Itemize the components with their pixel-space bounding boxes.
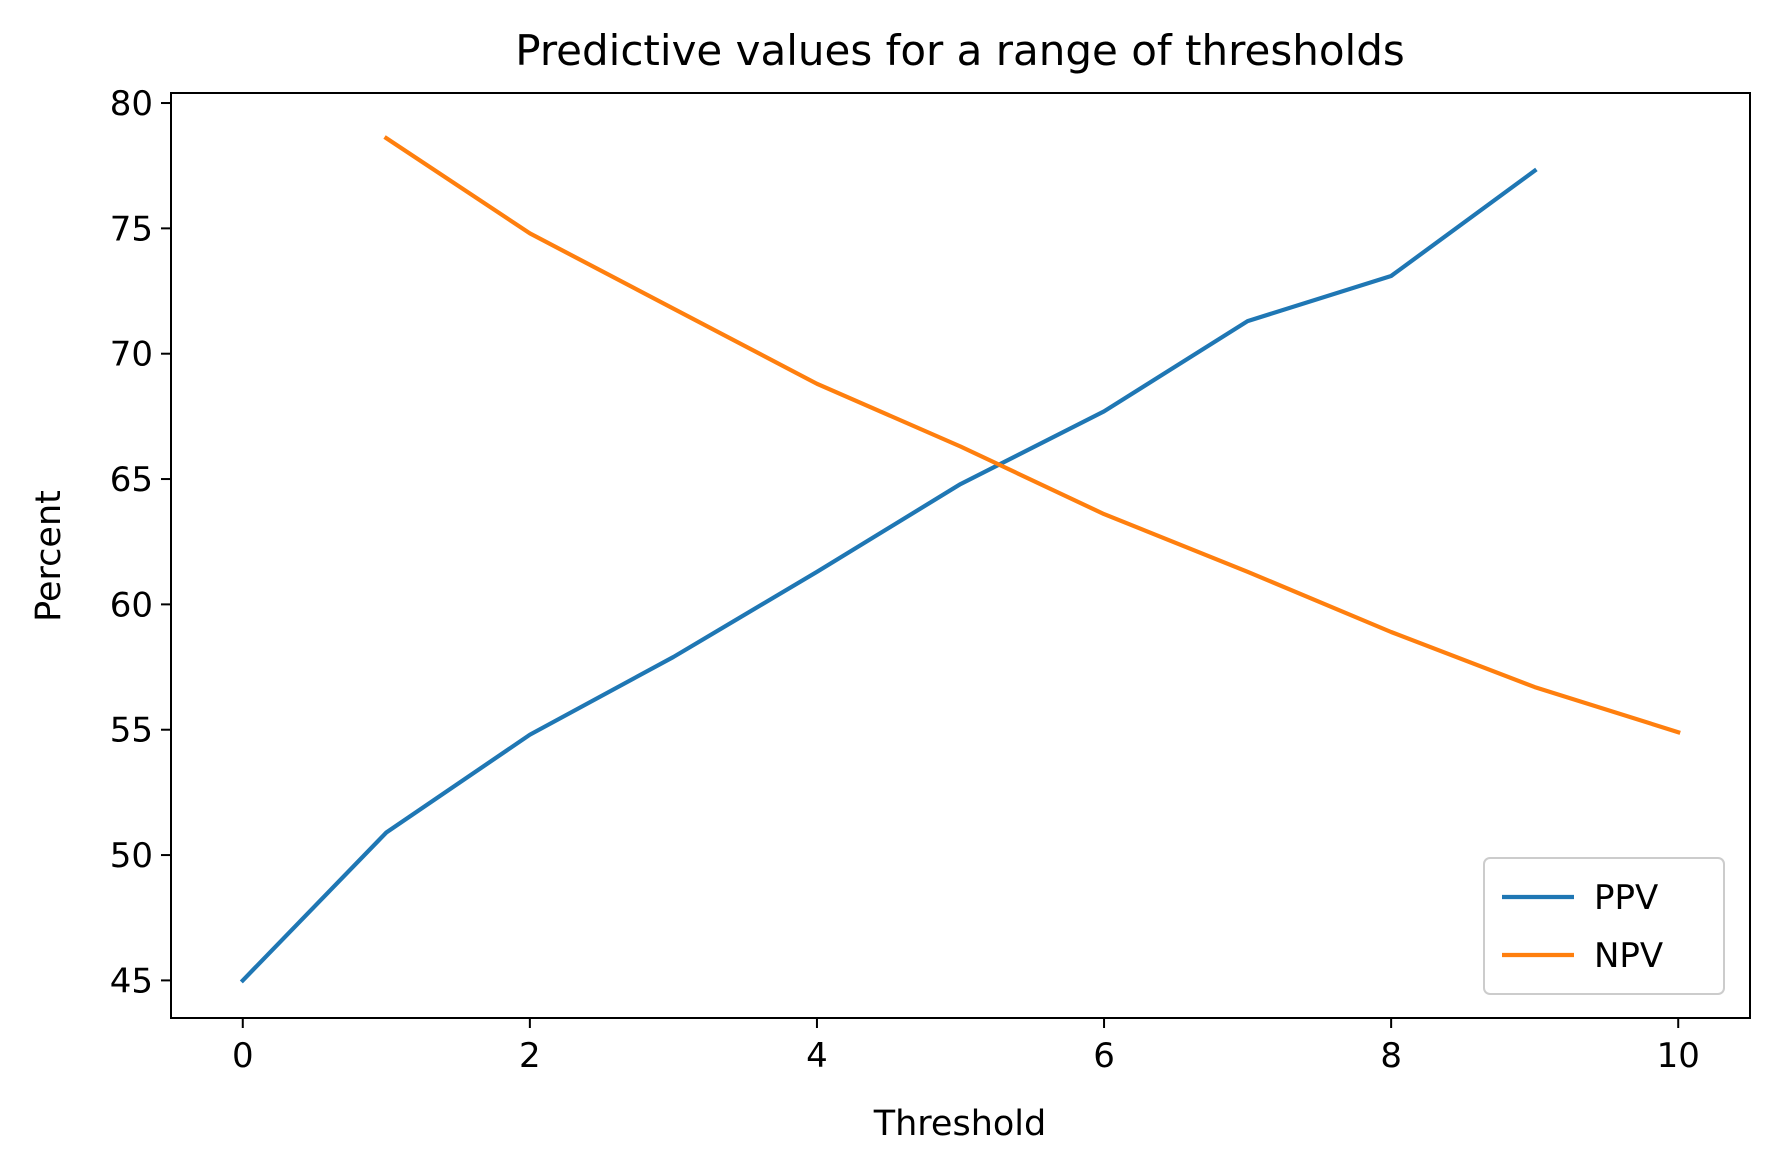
y-tick-label: 80 (110, 84, 153, 124)
y-tick-label: 75 (110, 209, 153, 249)
y-tick-label: 70 (110, 335, 153, 375)
plot-frame (170, 92, 1751, 1019)
y-tick-label: 45 (110, 961, 153, 1001)
legend-label-ppv: PPV (1594, 878, 1658, 918)
y-axis-title: Percent (29, 490, 69, 622)
y-tick-label: 60 (110, 585, 153, 625)
x-tick-label: 0 (232, 1036, 254, 1076)
chart-title: Predictive values for a range of thresho… (515, 26, 1405, 75)
legend-label-npv: NPV (1594, 936, 1663, 976)
x-tick-label: 2 (519, 1036, 541, 1076)
axes: 0 2 4 6 8 10 45 50 55 60 65 70 75 80 (110, 84, 1751, 1076)
series-line-ppv (239, 167, 1538, 984)
legend-box (1483, 857, 1725, 995)
legend: PPV NPV (1483, 857, 1725, 995)
y-tick-label: 55 (110, 711, 153, 751)
plot-area (239, 135, 1681, 984)
x-tick-label: 10 (1657, 1036, 1700, 1076)
x-tick-label: 4 (806, 1036, 828, 1076)
x-axis-title: Threshold (873, 1104, 1047, 1144)
y-tick-label: 50 (110, 836, 153, 876)
series-line-npv (383, 135, 1681, 735)
x-tick-label: 8 (1380, 1036, 1402, 1076)
x-tick-label: 6 (1093, 1036, 1115, 1076)
y-tick-label: 65 (110, 460, 153, 500)
